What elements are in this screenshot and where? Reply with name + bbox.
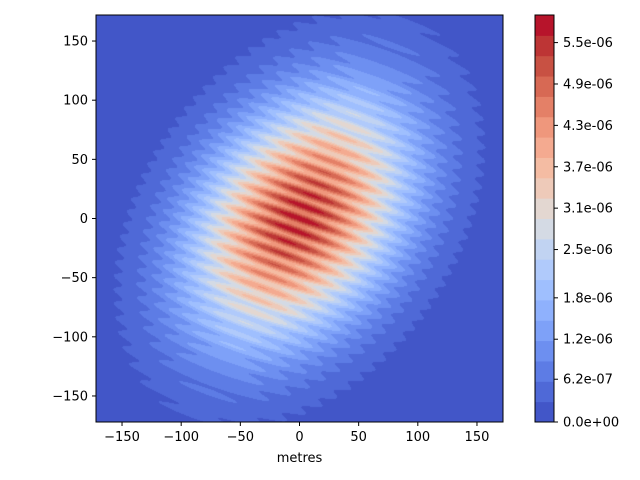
y-tick-label: −150: [52, 389, 88, 404]
colorbar-band: [535, 218, 554, 240]
colorbar-band: [535, 198, 554, 219]
x-axis-label: metres: [277, 451, 323, 466]
x-tick-label: −150: [104, 430, 140, 445]
colorbar-band: [535, 360, 554, 382]
colorbar-band: [535, 157, 554, 179]
x-tick-label: 100: [405, 430, 430, 445]
contour-field: [96, 15, 503, 422]
colorbar: 0.0e+00 6.2e-07 1.2e-06 1.8e-06 2.5e-06 3.1e-…: [534, 14, 619, 431]
y-tick-label: 100: [63, 94, 88, 109]
colorbar-band: [535, 15, 554, 36]
colorbar-tick-label: 4.3e-06: [563, 119, 613, 134]
x-tick-label: −100: [163, 430, 199, 445]
colorbar-frame: [534, 14, 555, 423]
y-tick-label: 50: [71, 153, 88, 168]
x-tick-label: −50: [227, 430, 254, 445]
colorbar-band: [535, 320, 554, 342]
colorbar-band: [535, 401, 554, 423]
colorbar-band: [535, 137, 554, 158]
colorbar-band: [535, 381, 554, 403]
y-tick-label: 150: [63, 35, 88, 50]
colorbar-band: [535, 96, 554, 118]
colorbar-tick-label: 1.8e-06: [563, 291, 613, 306]
colorbar-band: [535, 299, 554, 321]
colorbar-tick-label: 0.0e+00: [563, 416, 619, 431]
colorbar-band: [535, 177, 554, 199]
colorbar-tick-label: 6.2e-07: [563, 373, 613, 388]
colorbar-band: [535, 116, 554, 138]
colorbar-band: [535, 76, 554, 97]
colorbar-tick-label: 1.2e-06: [563, 333, 613, 348]
x-tick-label: 150: [465, 430, 490, 445]
colorbar-band: [535, 259, 554, 281]
y-axis: −150 −100 −50 0 50 100 150: [52, 35, 96, 404]
plot-area: [95, 14, 504, 423]
x-tick-label: 50: [350, 430, 367, 445]
colorbar-band: [535, 55, 554, 77]
colorbar-band: [535, 340, 554, 362]
colorbar-tick-label: 3.7e-06: [563, 160, 613, 175]
colorbar-tick-label: 4.9e-06: [563, 77, 613, 92]
x-axis: −150 −100 −50 0 50 100 150: [104, 422, 489, 445]
y-tick-label: −50: [61, 271, 88, 286]
colorbar-band: [535, 35, 554, 57]
x-tick-label: 0: [295, 430, 303, 445]
colorbar-tick-label: 5.5e-06: [563, 36, 613, 51]
y-tick-label: −100: [52, 330, 88, 345]
colorbar-tick-label: 3.1e-06: [563, 202, 613, 217]
y-tick-label: 0: [80, 212, 88, 227]
colorbar-band: [535, 279, 554, 301]
colorbar-tick-label: 2.5e-06: [563, 243, 613, 258]
colorbar-band: [535, 238, 554, 260]
